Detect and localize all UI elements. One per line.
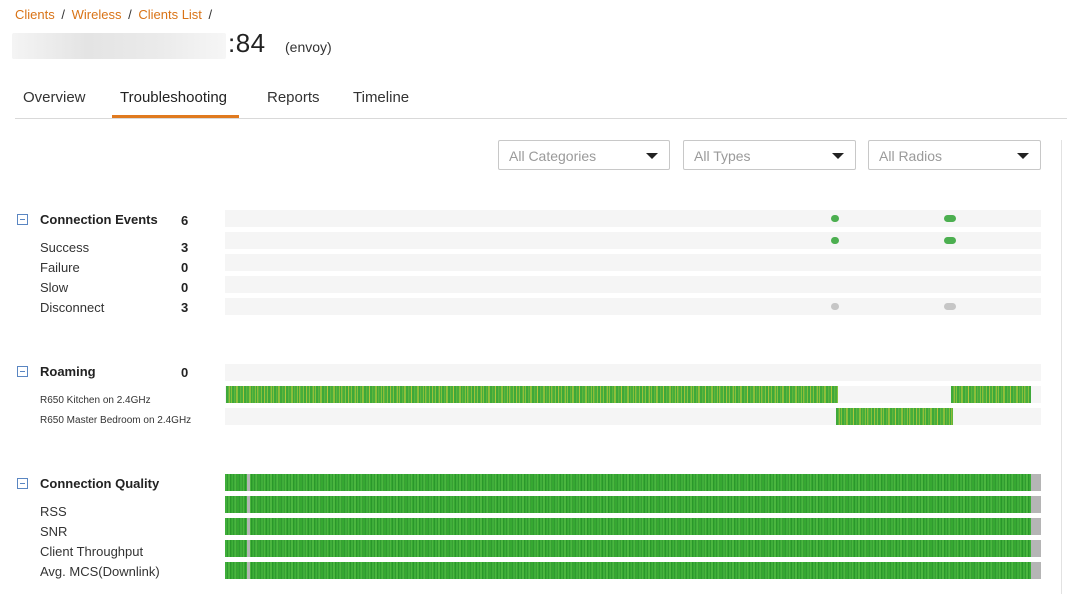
connection-span-bar[interactable]: [951, 386, 1031, 403]
quality-gap: [247, 474, 250, 491]
breadcrumb-wireless[interactable]: Wireless: [71, 7, 122, 22]
connection-events-title: Connection Events: [40, 212, 158, 227]
types-select-value: All Types: [694, 148, 751, 164]
quality-gap: [247, 562, 250, 579]
device-name: (envoy): [285, 39, 332, 55]
disconnect-label: Disconnect: [40, 300, 105, 315]
quality-gap: [247, 496, 250, 513]
success-timeline: [225, 232, 1041, 249]
avg-mcs-label: Avg. MCS(Downlink): [40, 564, 160, 579]
failure-count: 0: [181, 260, 189, 275]
avg-mcs-timeline: [225, 562, 1041, 579]
connection-events-count: 6: [181, 213, 189, 228]
event-marker[interactable]: [831, 215, 839, 222]
roaming-ap-kitchen-label: R650 Kitchen on 2.4GHz: [40, 395, 151, 406]
rss-label: RSS: [40, 504, 67, 519]
quality-no-data: [1031, 496, 1041, 513]
disconnect-count: 3: [181, 300, 189, 315]
client-throughput-bar[interactable]: [225, 540, 1031, 557]
slow-timeline: [225, 276, 1041, 293]
failure-label: Failure: [40, 260, 80, 275]
redacted-host-address: [12, 33, 226, 59]
types-select[interactable]: All Types: [683, 140, 856, 170]
chevron-down-icon: [646, 153, 658, 159]
scrollbar-track[interactable]: [1061, 140, 1062, 594]
categories-select[interactable]: All Categories: [498, 140, 670, 170]
success-count: 3: [181, 240, 189, 255]
event-marker[interactable]: [944, 215, 956, 222]
breadcrumb-clients-list[interactable]: Clients List: [138, 7, 202, 22]
success-marker[interactable]: [831, 237, 839, 244]
tab-bar: Overview Troubleshooting Reports Timelin…: [15, 80, 1067, 119]
quality-no-data: [1031, 562, 1041, 579]
collapse-connection-events-icon[interactable]: [17, 214, 28, 225]
quality-no-data: [1031, 474, 1041, 491]
connection-span-bar[interactable]: [226, 386, 838, 403]
collapse-connection-quality-icon[interactable]: [17, 478, 28, 489]
client-throughput-timeline: [225, 540, 1041, 557]
avg-mcs-bar[interactable]: [225, 562, 1031, 579]
disconnect-marker[interactable]: [831, 303, 839, 310]
rss-bar[interactable]: [225, 496, 1031, 513]
active-tab-indicator: [112, 115, 239, 118]
roaming-ap-kitchen-timeline: [225, 386, 1041, 403]
connection-span-bar[interactable]: [836, 408, 953, 425]
connection-quality-timeline: [225, 474, 1041, 491]
page-title-port: :84: [228, 28, 266, 58]
chevron-down-icon: [1017, 153, 1029, 159]
quality-no-data: [1031, 518, 1041, 535]
disconnect-timeline: [225, 298, 1041, 315]
rss-timeline: [225, 496, 1041, 513]
chevron-down-icon: [832, 153, 844, 159]
snr-timeline: [225, 518, 1041, 535]
breadcrumb-separator: /: [208, 7, 213, 22]
failure-timeline: [225, 254, 1041, 271]
snr-bar[interactable]: [225, 518, 1031, 535]
quality-gap: [247, 518, 250, 535]
slow-count: 0: [181, 280, 189, 295]
snr-label: SNR: [40, 524, 68, 539]
roaming-count: 0: [181, 365, 189, 380]
connection-events-timeline: [225, 210, 1041, 227]
radios-select-value: All Radios: [879, 148, 943, 164]
roaming-title: Roaming: [40, 364, 96, 379]
breadcrumb-clients[interactable]: Clients: [15, 7, 55, 22]
quality-bar[interactable]: [225, 474, 1031, 491]
quality-no-data: [1031, 540, 1041, 557]
connection-quality-title: Connection Quality: [40, 476, 160, 491]
roaming-timeline: [225, 364, 1041, 381]
tab-reports[interactable]: Reports: [267, 89, 320, 106]
breadcrumb-separator: /: [128, 7, 132, 22]
success-marker[interactable]: [944, 237, 956, 244]
disconnect-marker[interactable]: [944, 303, 956, 310]
success-label: Success: [40, 240, 90, 255]
radios-select[interactable]: All Radios: [868, 140, 1041, 170]
roaming-ap-master-bedroom-timeline: [225, 408, 1041, 425]
client-throughput-label: Client Throughput: [40, 544, 144, 559]
tab-troubleshooting[interactable]: Troubleshooting: [120, 89, 228, 106]
quality-gap: [247, 540, 250, 557]
slow-label: Slow: [40, 280, 69, 295]
roaming-ap-master-bedroom-label: R650 Master Bedroom on 2.4GHz: [40, 415, 192, 426]
categories-select-value: All Categories: [509, 148, 597, 164]
tab-overview[interactable]: Overview: [23, 89, 86, 106]
breadcrumb: Clients / Wireless / Clients List /: [15, 7, 215, 22]
breadcrumb-separator: /: [61, 7, 65, 22]
collapse-roaming-icon[interactable]: [17, 366, 28, 377]
tab-timeline[interactable]: Timeline: [353, 89, 410, 106]
